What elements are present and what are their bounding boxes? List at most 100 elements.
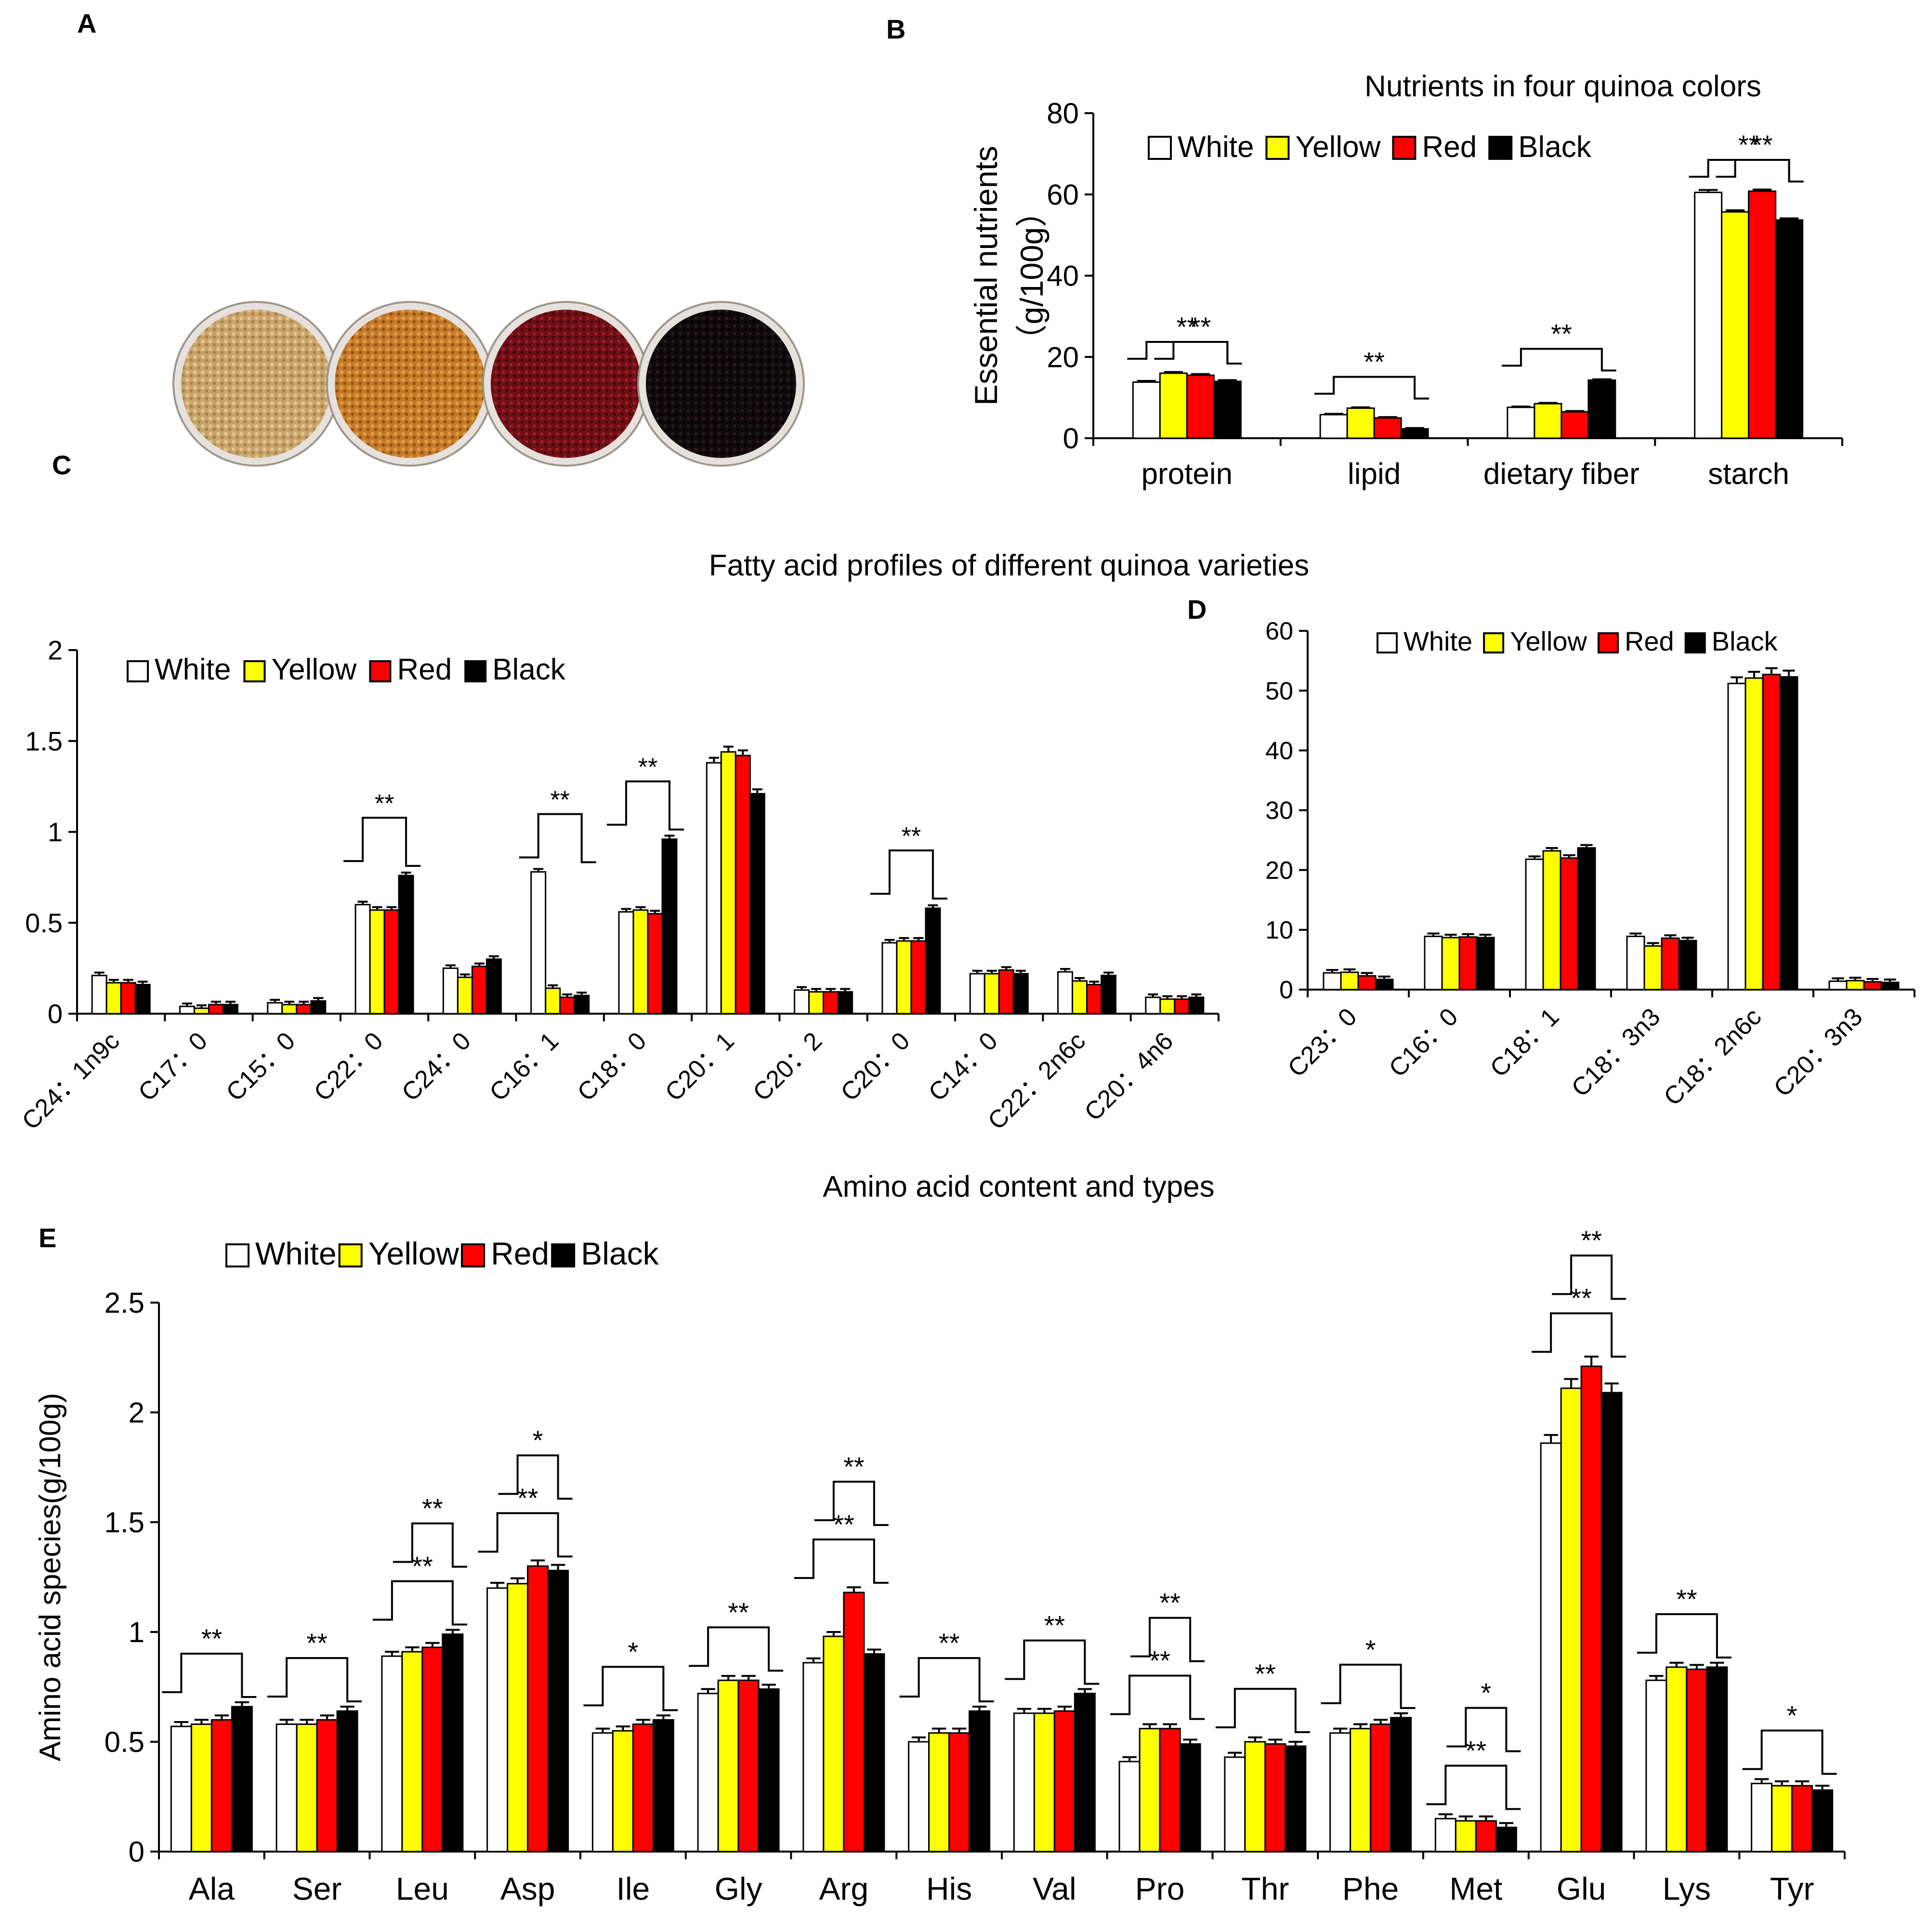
bar-white-ala — [170, 1725, 192, 1853]
significance-val-1: ** — [1005, 1610, 1100, 1685]
bar-yellow-ile — [612, 1730, 634, 1853]
significance-mark: ** — [843, 1451, 865, 1482]
bar-black-c16-0 — [1476, 937, 1495, 991]
y-tick-label: 30 — [1265, 797, 1293, 825]
legend-item-white: White — [1377, 626, 1472, 656]
bar-group-c16-1 — [530, 868, 590, 1015]
significance-mark: ** — [902, 822, 921, 850]
bar-group-c24-0 — [442, 955, 502, 1015]
significance-thr-1: ** — [1215, 1658, 1310, 1733]
y-tick-label: 0.5 — [105, 1726, 144, 1758]
significance-c16-1-1: ** — [519, 786, 596, 863]
y-tick-label: 2.5 — [105, 1287, 144, 1319]
y-tick-label: 0 — [1063, 422, 1079, 455]
significance-mark: ** — [833, 1509, 854, 1540]
bar-white-c20-0 — [881, 942, 898, 1015]
significance-bracket — [393, 1522, 467, 1568]
bar-group-c16-0 — [1424, 932, 1495, 991]
bar-red-c20-4n6 — [1174, 998, 1190, 1015]
bar-black-c18-0 — [661, 838, 678, 1015]
bar-red-c18-2n6c — [1762, 674, 1781, 991]
legend-label: Black — [1518, 131, 1592, 164]
bar-group-c20-0 — [881, 904, 941, 1015]
bar-black-c22-2n6c — [1101, 975, 1117, 1015]
significance-mark: * — [533, 1425, 543, 1455]
bar-white-lys — [1645, 1679, 1667, 1853]
significance-pro-2: ** — [1130, 1588, 1205, 1662]
bar-red-c15-0 — [296, 1004, 312, 1015]
quinoa-photo — [172, 301, 805, 467]
bar-red-c18-1 — [1560, 857, 1579, 991]
bar-group-c24-1n9c — [91, 971, 151, 1015]
x-category-label: Ile — [616, 1871, 650, 1906]
bar-black-leu — [442, 1633, 464, 1853]
bar-white-c16-1 — [530, 871, 547, 1015]
bar-group-c18-0 — [618, 835, 678, 1015]
bar-black-ile — [652, 1719, 674, 1853]
significance-bracket — [1215, 1688, 1310, 1733]
y-axis-label: Essential nutrients — [968, 146, 1004, 405]
bar-yellow-c20-1 — [720, 751, 736, 1015]
quinoa-seeds — [646, 310, 796, 458]
bar-red-his — [948, 1732, 971, 1853]
x-category-label: Met — [1449, 1871, 1502, 1906]
bar-black-met — [1495, 1827, 1517, 1853]
y-axis-label: （g/100g） — [1014, 196, 1049, 356]
significance-bracket — [1154, 341, 1242, 365]
panel-label-d: D — [1187, 594, 1207, 625]
quinoa-seeds — [335, 310, 485, 458]
bar-white-met — [1434, 1818, 1456, 1853]
x-category-label: Tyr — [1770, 1871, 1814, 1906]
significance-bracket — [1321, 1663, 1416, 1709]
legend: White Yellow Red Black — [127, 653, 566, 686]
significance-mark: ** — [306, 1628, 328, 1658]
bar-group-asp — [486, 1559, 569, 1853]
bar-group-lipid — [1319, 406, 1429, 439]
legend: White Yellow Red Black — [1148, 131, 1592, 164]
bar-white-c17-0 — [179, 1005, 195, 1015]
bar-red-pro — [1159, 1728, 1181, 1853]
legend-swatch — [464, 660, 487, 682]
significance-bracket — [343, 817, 421, 867]
y-axis-label: Amino acid species(g/100g) — [34, 1393, 67, 1761]
bar-black-ala — [231, 1706, 253, 1853]
legend-item-white: White — [225, 1236, 337, 1271]
significance-mark: ** — [1190, 312, 1211, 342]
significance-bracket — [1501, 348, 1616, 372]
bar-red-c18-0 — [647, 913, 663, 1015]
bar-yellow-pro — [1139, 1728, 1161, 1853]
significance-bracket — [1314, 376, 1430, 400]
bar-group-c15-0 — [267, 997, 327, 1015]
significance-bracket — [478, 1512, 573, 1558]
legend: White Yellow Red Black — [225, 1236, 659, 1271]
bar-group-gly — [697, 1675, 780, 1853]
dish-white-quinoa — [172, 301, 340, 467]
significance-ala-1: ** — [162, 1623, 257, 1698]
significance-bracket — [1742, 1729, 1837, 1775]
y-tick-label: 1 — [48, 817, 63, 847]
significance-arg-2: ** — [814, 1451, 889, 1526]
bar-yellow-val — [1033, 1712, 1055, 1853]
legend-label: Black — [581, 1236, 659, 1271]
bar-yellow-c20-2 — [808, 991, 825, 1015]
bar-red-c22-0 — [383, 909, 400, 1015]
significance-mark: * — [628, 1636, 638, 1667]
bar-white-ile — [591, 1732, 614, 1853]
bar-group-c18-3n3 — [1626, 932, 1697, 991]
y-tick-label: 50 — [1265, 677, 1293, 705]
bar-group-protein — [1132, 371, 1242, 439]
panel-label-b: B — [886, 14, 905, 44]
bar-yellow-c17-0 — [193, 1007, 210, 1015]
legend-swatch — [551, 1243, 576, 1267]
bar-white-ser — [275, 1723, 298, 1853]
bar-black-c15-0 — [310, 1000, 327, 1015]
bar-black-c20-3n3 — [1880, 981, 1900, 991]
bar-yellow-c20-3n3 — [1846, 979, 1865, 991]
legend-item-black: Black — [1684, 626, 1778, 656]
bar-group-c20-1 — [706, 745, 765, 1015]
x-category-label: Arg — [819, 1871, 869, 1906]
bar-yellow-c24-0 — [457, 977, 473, 1015]
bar-black-c20-4n6 — [1188, 996, 1205, 1015]
legend-swatch — [338, 1243, 363, 1267]
bar-black-arg — [863, 1653, 885, 1853]
